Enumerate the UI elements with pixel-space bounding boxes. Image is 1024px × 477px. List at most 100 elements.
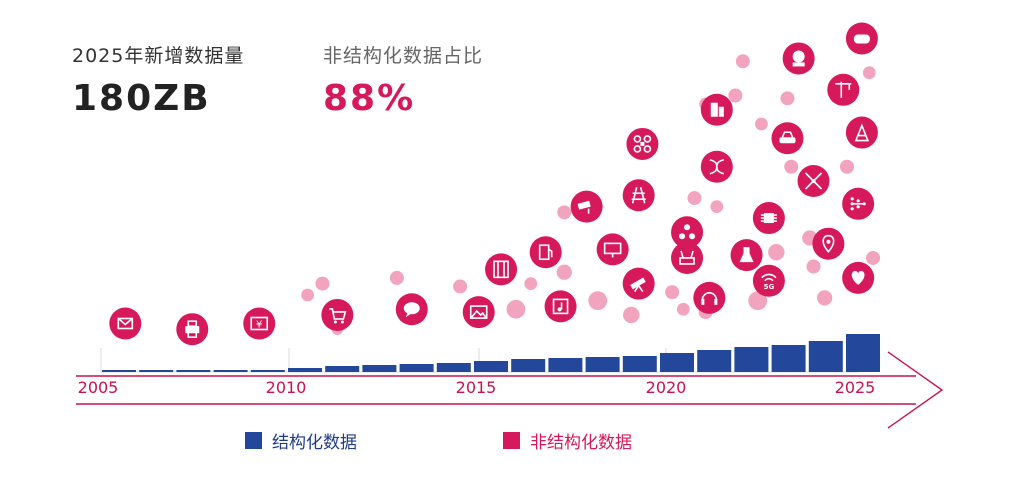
chip-icon	[752, 202, 785, 235]
bar-2022	[734, 347, 769, 372]
icon-circle	[596, 233, 629, 266]
data-bubble	[806, 259, 821, 274]
axis-arrowhead	[887, 351, 944, 429]
total-data-value: 180ZB	[72, 78, 211, 119]
unstructured-share-stat: 非结构化数据占比 88%	[323, 41, 483, 119]
data-bubble	[780, 91, 795, 106]
data-bubble	[588, 291, 608, 311]
telescope-icon	[622, 267, 655, 300]
icon-circle	[845, 116, 878, 149]
cctv-icon	[570, 190, 603, 223]
5g-icon: 5G	[752, 264, 785, 297]
data-bubble	[623, 306, 640, 324]
molecule-icon	[671, 216, 704, 249]
printer-icon	[176, 313, 209, 346]
icon-circle	[243, 307, 276, 340]
bar-2025	[846, 334, 880, 372]
icon-circle	[544, 290, 577, 323]
data-bubble	[710, 200, 724, 214]
yen-sign-icon: ¥	[243, 307, 276, 340]
icon-circle	[827, 73, 860, 106]
music-icon	[544, 290, 577, 323]
bar-2020	[660, 353, 694, 372]
bar-2009	[250, 370, 285, 372]
svg-text:¥: ¥	[256, 320, 262, 331]
image-icon	[462, 296, 495, 329]
legend-unstructured-swatch	[503, 432, 520, 449]
x-tick-label: 2025	[835, 378, 876, 397]
heart-icon	[842, 261, 875, 294]
bar-2005	[102, 370, 136, 372]
x-tick-label: 2005	[78, 378, 119, 397]
data-bubble	[557, 205, 572, 220]
drone-icon	[626, 127, 659, 160]
billboard-icon	[596, 233, 629, 266]
data-bubble	[866, 250, 881, 265]
data-bubble	[728, 88, 743, 103]
icon-circle	[752, 264, 785, 297]
bar-2016	[511, 359, 546, 372]
bar-2007	[176, 370, 211, 372]
fuel-icon	[529, 236, 562, 269]
data-bubble	[676, 302, 690, 316]
antenna-icon	[845, 116, 878, 149]
mail-icon	[109, 307, 142, 340]
dna-icon	[700, 150, 733, 183]
data-bubble	[784, 159, 799, 174]
svg-text:5G: 5G	[764, 283, 775, 291]
bar-2013	[399, 364, 434, 372]
bar-2014	[436, 363, 471, 372]
data-bubble	[556, 264, 572, 280]
x-tick-label: 2010	[266, 378, 307, 397]
icon-circle	[812, 227, 845, 260]
data-bubble	[665, 285, 680, 300]
data-bubble	[755, 117, 768, 131]
bar-2023	[771, 345, 806, 372]
chat-icon	[395, 293, 428, 326]
bar-2008	[213, 370, 248, 372]
x-tick-label: 2015	[456, 378, 497, 397]
bar-2010	[288, 368, 322, 372]
bar-2024	[808, 341, 843, 372]
data-bubble	[506, 299, 526, 319]
bar-2021	[697, 350, 732, 372]
bar-2012	[362, 365, 397, 372]
legend-structured-label: 结构化数据	[272, 433, 357, 453]
data-bubble	[862, 66, 876, 80]
total-data-label: 2025年新增数据量	[72, 45, 245, 67]
data-bubble	[840, 159, 854, 174]
robot-icon	[782, 42, 815, 75]
icon-circle	[485, 253, 518, 286]
data-bubble	[301, 288, 314, 302]
legend-unstructured: 非结构化数据	[503, 428, 632, 453]
railway-icon	[622, 179, 655, 212]
building-icon	[700, 93, 733, 126]
satellite-icon	[797, 165, 830, 197]
bar-2011	[325, 366, 360, 372]
router-icon	[671, 241, 704, 274]
cart-icon	[321, 298, 354, 331]
legend-structured: 结构化数据	[245, 428, 357, 453]
icon-circle	[529, 236, 562, 269]
bar-2006	[139, 370, 174, 372]
data-bubble	[389, 270, 404, 285]
data-bubble	[524, 277, 538, 290]
legend-structured-swatch	[245, 432, 262, 449]
unstructured-share-label: 非结构化数据占比	[323, 45, 484, 67]
headset-icon	[693, 281, 726, 314]
x-tick-label: 2020	[646, 378, 687, 397]
icon-circle	[671, 216, 704, 249]
gamepad-icon	[845, 22, 878, 55]
data-bubble	[453, 279, 468, 294]
data-bubble	[687, 191, 702, 206]
data-bubble	[315, 276, 330, 291]
unstructured-share-value: 88%	[323, 78, 416, 119]
data-bubble	[768, 244, 785, 261]
film-icon	[485, 253, 518, 286]
bar-2015	[474, 361, 508, 372]
icon-circle	[693, 281, 726, 314]
car-icon	[771, 122, 804, 155]
bar-2019	[622, 356, 657, 372]
bar-2017	[548, 358, 583, 372]
